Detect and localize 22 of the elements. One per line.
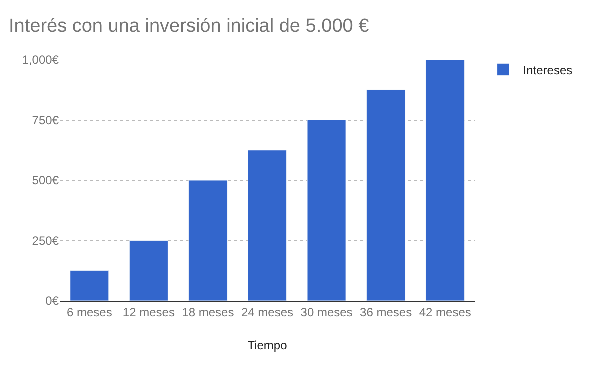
y-tick-label: 500€: [32, 174, 60, 188]
y-tick-label: 750€: [32, 113, 60, 128]
legend-label: Intereses: [523, 63, 573, 78]
bar: [188, 180, 228, 301]
x-tick-label: 24 meses: [241, 305, 294, 320]
x-axis-title: Tiempo: [248, 338, 288, 352]
x-tick-label: 30 meses: [300, 305, 353, 320]
bar: [366, 90, 406, 301]
bar: [248, 150, 288, 301]
bar: [307, 120, 346, 301]
bar: [129, 240, 168, 301]
x-tick-label: 12 meses: [122, 305, 175, 320]
y-tick-label: 1,000€: [22, 53, 60, 68]
x-tick-label: 18 meses: [182, 305, 234, 320]
y-tick-label: 250€: [32, 234, 60, 248]
chart-title: Interés con una inversión inicial de 5.000 €: [9, 16, 370, 37]
bar: [426, 60, 465, 301]
x-tick-label: 36 meses: [360, 305, 412, 320]
y-tick-label: 0€: [46, 294, 60, 308]
x-tick-label: 6 meses: [66, 305, 112, 320]
x-tick-label: 42 meses: [419, 305, 472, 320]
bar: [70, 270, 110, 301]
